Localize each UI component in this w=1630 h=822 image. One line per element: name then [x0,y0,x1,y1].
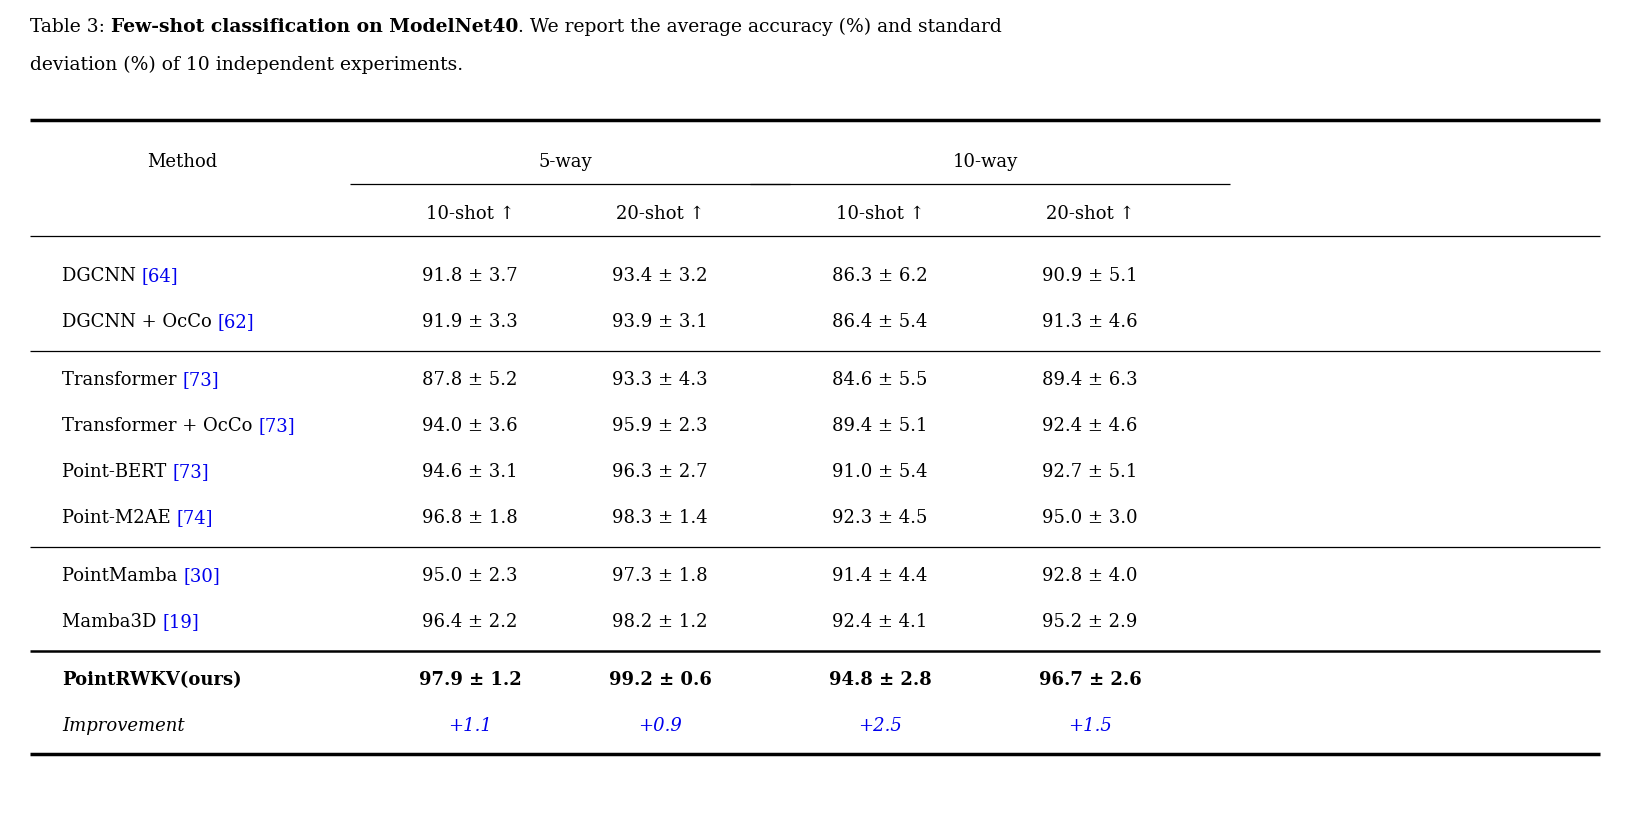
Text: [19]: [19] [161,613,199,631]
Text: 91.0 ± 5.4: 91.0 ± 5.4 [833,463,927,481]
Text: 92.7 ± 5.1: 92.7 ± 5.1 [1042,463,1138,481]
Text: 92.4 ± 4.1: 92.4 ± 4.1 [833,613,927,631]
Text: Transformer + OcCo: Transformer + OcCo [62,417,258,435]
Text: 91.9 ± 3.3: 91.9 ± 3.3 [422,313,518,331]
Text: 96.3 ± 2.7: 96.3 ± 2.7 [613,463,707,481]
Text: 20-shot ↑: 20-shot ↑ [616,205,704,223]
Text: PointRWKV(ours): PointRWKV(ours) [62,671,241,689]
Text: deviation (%) of 10 independent experiments.: deviation (%) of 10 independent experime… [29,56,463,74]
Text: 93.9 ± 3.1: 93.9 ± 3.1 [613,313,707,331]
Text: 95.9 ± 2.3: 95.9 ± 2.3 [613,417,707,435]
Text: Point-BERT: Point-BERT [62,463,173,481]
Text: 96.4 ± 2.2: 96.4 ± 2.2 [422,613,518,631]
Text: 95.2 ± 2.9: 95.2 ± 2.9 [1042,613,1138,631]
Text: [73]: [73] [258,417,295,435]
Text: 95.0 ± 2.3: 95.0 ± 2.3 [422,567,518,585]
Text: 98.3 ± 1.4: 98.3 ± 1.4 [613,509,707,527]
Text: Table 3:: Table 3: [29,18,111,36]
Text: 87.8 ± 5.2: 87.8 ± 5.2 [422,371,518,389]
Text: Mamba3D: Mamba3D [62,613,161,631]
Text: +2.5: +2.5 [857,717,901,735]
Text: +0.9: +0.9 [637,717,681,735]
Text: Transformer: Transformer [62,371,183,389]
Text: . We report the average accuracy (%) and standard: . We report the average accuracy (%) and… [518,18,1002,36]
Text: [73]: [73] [173,463,209,481]
Text: 92.4 ± 4.6: 92.4 ± 4.6 [1042,417,1138,435]
Text: 98.2 ± 1.2: 98.2 ± 1.2 [613,613,707,631]
Text: 94.6 ± 3.1: 94.6 ± 3.1 [422,463,518,481]
Text: Point-M2AE: Point-M2AE [62,509,176,527]
Text: 91.4 ± 4.4: 91.4 ± 4.4 [833,567,927,585]
Text: [62]: [62] [217,313,254,331]
Text: 10-shot ↑: 10-shot ↑ [836,205,924,223]
Text: 99.2 ± 0.6: 99.2 ± 0.6 [608,671,711,689]
Text: [30]: [30] [183,567,220,585]
Text: Method: Method [147,153,217,171]
Text: [74]: [74] [176,509,214,527]
Text: [73]: [73] [183,371,218,389]
Text: 20-shot ↑: 20-shot ↑ [1046,205,1134,223]
Text: 84.6 ± 5.5: 84.6 ± 5.5 [833,371,927,389]
Text: 94.8 ± 2.8: 94.8 ± 2.8 [828,671,931,689]
Text: 95.0 ± 3.0: 95.0 ± 3.0 [1042,509,1138,527]
Text: 86.3 ± 6.2: 86.3 ± 6.2 [833,267,927,285]
Text: 89.4 ± 5.1: 89.4 ± 5.1 [833,417,927,435]
Text: [64]: [64] [142,267,178,285]
Text: PointMamba: PointMamba [62,567,183,585]
Text: 86.4 ± 5.4: 86.4 ± 5.4 [833,313,927,331]
Text: 91.3 ± 4.6: 91.3 ± 4.6 [1042,313,1138,331]
Text: 96.8 ± 1.8: 96.8 ± 1.8 [422,509,518,527]
Text: DGCNN + OcCo: DGCNN + OcCo [62,313,217,331]
Text: Improvement: Improvement [62,717,184,735]
Text: 92.8 ± 4.0: 92.8 ± 4.0 [1042,567,1138,585]
Text: Few-shot classification on ModelNet40: Few-shot classification on ModelNet40 [111,18,518,36]
Text: 91.8 ± 3.7: 91.8 ± 3.7 [422,267,518,285]
Text: 10-way: 10-way [952,153,1017,171]
Text: 93.4 ± 3.2: 93.4 ± 3.2 [613,267,707,285]
Text: +1.1: +1.1 [448,717,492,735]
Text: 10-shot ↑: 10-shot ↑ [425,205,515,223]
Text: 90.9 ± 5.1: 90.9 ± 5.1 [1042,267,1138,285]
Text: 96.7 ± 2.6: 96.7 ± 2.6 [1038,671,1141,689]
Text: 92.3 ± 4.5: 92.3 ± 4.5 [833,509,927,527]
Text: 97.9 ± 1.2: 97.9 ± 1.2 [419,671,522,689]
Text: 97.3 ± 1.8: 97.3 ± 1.8 [613,567,707,585]
Text: 93.3 ± 4.3: 93.3 ± 4.3 [613,371,707,389]
Text: 5-way: 5-way [538,153,592,171]
Text: 89.4 ± 6.3: 89.4 ± 6.3 [1042,371,1138,389]
Text: 94.0 ± 3.6: 94.0 ± 3.6 [422,417,518,435]
Text: +1.5: +1.5 [1068,717,1112,735]
Text: DGCNN: DGCNN [62,267,142,285]
